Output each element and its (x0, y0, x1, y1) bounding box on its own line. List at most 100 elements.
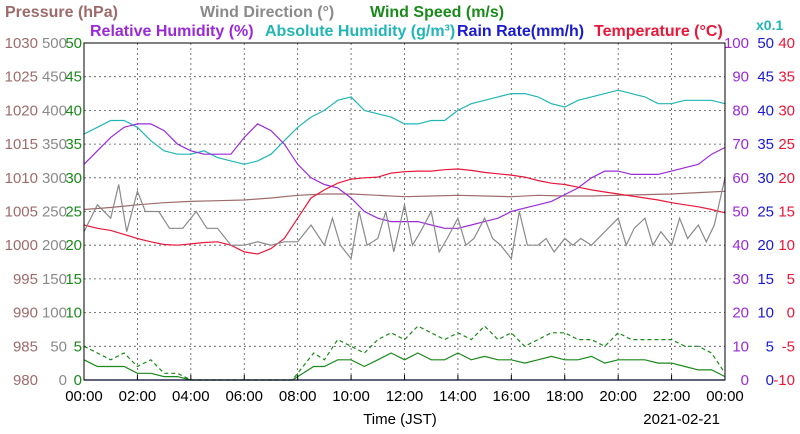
date-label: 2021-02-21 (643, 411, 720, 428)
wind-direction-tick-label: 100 (42, 305, 67, 322)
legend-entry: Rain Rate(mm/h) (457, 23, 584, 40)
rain-rate-tick-label: 15 (757, 271, 774, 288)
rain-rate-tick-label: 25 (757, 204, 774, 221)
series-temperature-c (83, 168, 726, 255)
wind-speed-tick-label: 15 (65, 271, 82, 288)
x-tick-label: 02:00 (119, 388, 157, 405)
wind-speed-tick-label: 0 (74, 372, 82, 389)
legend-entry: x0.1 (756, 17, 783, 33)
pressure-tick-label: 1000 (5, 237, 38, 254)
rain-rate-tick-label: 20 (757, 237, 774, 254)
humidity-tick-label: 10 (732, 338, 749, 355)
rain-rate-tick-label: 10 (757, 305, 774, 322)
temperature-tick-label: 40 (778, 35, 795, 52)
wind-direction-tick-label: 250 (42, 204, 67, 221)
x-tick-label: 12:00 (386, 388, 424, 405)
wind-direction-tick-label: 150 (42, 271, 67, 288)
wind-speed-tick-label: 5 (74, 338, 82, 355)
x-tick-label: 18:00 (546, 388, 584, 405)
x-tick-label: 16:00 (493, 388, 531, 405)
series-absolute-humidity-g-m (83, 89, 726, 165)
wind-direction-tick-label: 450 (42, 69, 67, 86)
humidity-tick-label: 90 (732, 69, 749, 86)
x-tick-label: 22:00 (653, 388, 691, 405)
rain-rate-tick-label: 5 (766, 338, 774, 355)
temperature-tick-label: 10 (778, 237, 795, 254)
wind-direction-tick-label: 500 (42, 35, 67, 52)
wind-speed-tick-label: 20 (65, 237, 82, 254)
humidity-tick-label: 20 (732, 305, 749, 322)
humidity-tick-label: 60 (732, 170, 749, 187)
rain-rate-tick-label: 30 (757, 170, 774, 187)
series-wind-speed-m-s (83, 352, 726, 381)
temperature-tick-label: -10 (773, 372, 795, 389)
pressure-tick-label: 1010 (5, 170, 38, 187)
series-wind-direction (83, 177, 726, 261)
legend-entry: Pressure (hPa) (5, 4, 118, 21)
x-tick-label: 20:00 (599, 388, 637, 405)
pressure-tick-label: 980 (13, 372, 38, 389)
temperature-tick-label: 35 (778, 69, 795, 86)
series-relative-humidity (83, 123, 726, 229)
x-tick-label: 06:00 (225, 388, 263, 405)
wind-speed-tick-label: 35 (65, 136, 82, 153)
rain-rate-tick-label: 45 (757, 69, 774, 86)
x-axis-label: Time (JST) (363, 411, 437, 428)
wind-direction-tick-label: 50 (50, 338, 67, 355)
x-tick-label: 04:00 (172, 388, 210, 405)
wind-direction-tick-label: 400 (42, 102, 67, 119)
temperature-tick-label: 25 (778, 136, 795, 153)
x-tick-label: 00:00 (65, 388, 103, 405)
wind-speed-tick-label: 30 (65, 170, 82, 187)
humidity-tick-label: 100 (724, 35, 749, 52)
legend-entry: Wind Direction (°) (200, 4, 334, 21)
temperature-tick-label: 20 (778, 170, 795, 187)
wind-speed-tick-label: 50 (65, 35, 82, 52)
left-axes: 1030102510201015101010051000995990985980… (5, 35, 82, 389)
humidity-tick-label: 80 (732, 102, 749, 119)
temperature-tick-label: 30 (778, 102, 795, 119)
temperature-tick-label: 0 (787, 305, 795, 322)
legend-entry: Wind Speed (m/s) (370, 4, 504, 21)
wind-speed-tick-label: 10 (65, 305, 82, 322)
humidity-tick-label: 40 (732, 237, 749, 254)
rain-rate-tick-label: 35 (757, 136, 774, 153)
x-tick-label: 10:00 (332, 388, 370, 405)
rain-rate-tick-label: 40 (757, 102, 774, 119)
temperature-tick-label: 15 (778, 204, 795, 221)
wind-direction-tick-label: 300 (42, 170, 67, 187)
pressure-tick-label: 995 (13, 271, 38, 288)
humidity-tick-label: 50 (732, 204, 749, 221)
wind-speed-tick-label: 25 (65, 204, 82, 221)
wind-speed-tick-label: 40 (65, 102, 82, 119)
legend-entry: Temperature (°C) (594, 23, 723, 40)
x-axis: 00:00 02:00 04:00 06:00 08:00 10:00 12:00 14:00… (65, 375, 744, 405)
pressure-tick-label: 1030 (5, 35, 38, 52)
humidity-tick-label: 0 (741, 372, 749, 389)
wind-direction-tick-label: 200 (42, 237, 67, 254)
humidity-tick-label: 70 (732, 136, 749, 153)
temperature-tick-label: 5 (787, 271, 795, 288)
pressure-tick-label: 1005 (5, 204, 38, 221)
x-tick-label: 08:00 (279, 388, 317, 405)
pressure-tick-label: 1025 (5, 69, 38, 86)
rain-rate-tick-label: 50 (757, 35, 774, 52)
grid (84, 43, 725, 380)
rain-rate-tick-label: 0 (766, 372, 774, 389)
wind-speed-tick-label: 45 (65, 69, 82, 86)
pressure-tick-label: 985 (13, 338, 38, 355)
series-pressure-hpa (83, 190, 726, 211)
pressure-tick-label: 1020 (5, 102, 38, 119)
wind-direction-tick-label: 0 (59, 372, 67, 389)
wind-direction-tick-label: 350 (42, 136, 67, 153)
humidity-tick-label: 30 (732, 271, 749, 288)
x-tick-label: 00:00 (706, 388, 744, 405)
x-tick-label: 14:00 (439, 388, 477, 405)
right-axes: 1009080706050403020100504540353025201510… (724, 35, 795, 389)
legend-entry: Relative Humidity (%) (90, 23, 254, 40)
pressure-tick-label: 1015 (5, 136, 38, 153)
legend: Pressure (hPa) Wind Direction (°) Wind Spe… (5, 4, 783, 40)
pressure-tick-label: 990 (13, 305, 38, 322)
legend-entry: Absolute Humidity (g/m³) (265, 23, 455, 40)
